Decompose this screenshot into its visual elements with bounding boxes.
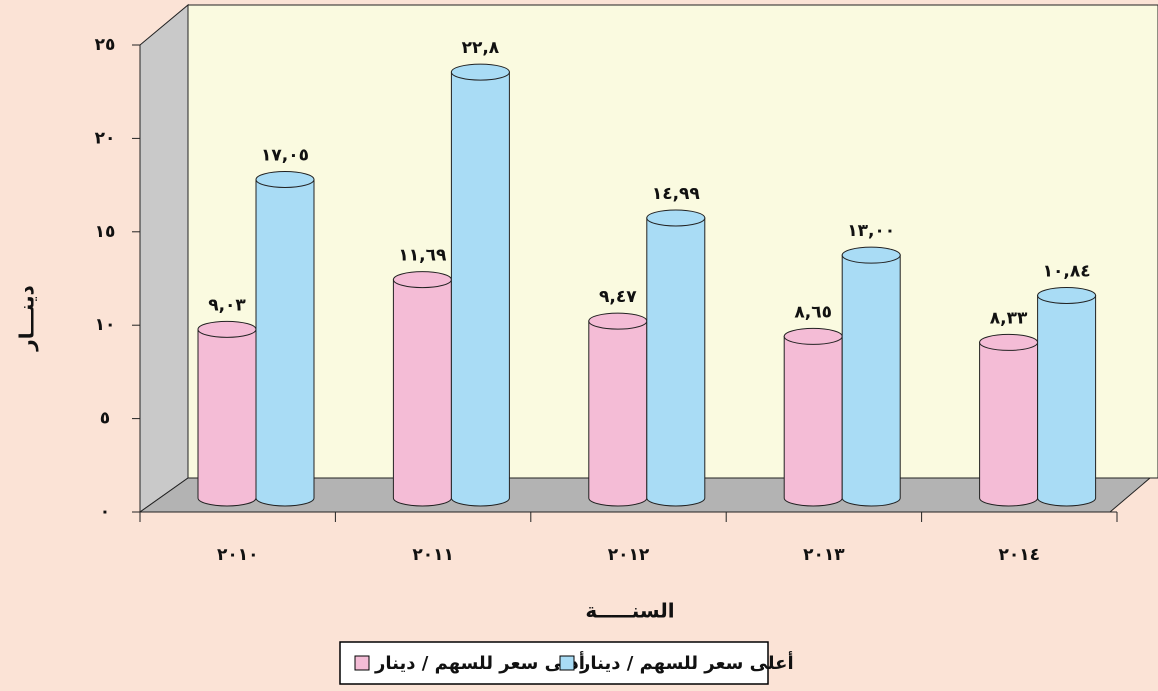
y-tick-label: ٥ [100,409,110,429]
x-tick-label: ٢٠١٣ [803,545,845,565]
legend-label: أدنى سعر للسهم / دينار [374,651,585,674]
bar [197,320,257,507]
value-label: ١٧,٠٥ [261,146,309,166]
x-tick-label: ٢٠١٤ [999,545,1041,565]
x-tick-label: ٢٠١١ [412,545,454,565]
legend-label: أعلى سعر للسهم / دينار [579,651,794,674]
bar-top [646,209,706,227]
y-tick-label: ١٠ [95,315,116,335]
value-label: ٨,٦٥ [794,302,832,322]
value-label: ١١,٦٩ [398,246,447,266]
bar-top [841,246,901,264]
bar [783,327,843,507]
bar [979,333,1039,507]
value-label: ١٤,٩٩ [652,184,701,204]
bar-body [588,320,648,507]
bar-body [646,217,706,507]
bar [450,63,510,507]
y-tick-label: ٢٥ [95,35,116,55]
bar-body [197,328,257,507]
bar-top [255,171,315,189]
bar-top [1037,287,1097,305]
bar-body [1037,295,1097,507]
value-label: ٢٢,٨ [462,38,500,58]
bar-top [588,312,648,330]
bar [1037,287,1097,507]
y-tick-label: ١٥ [95,222,116,242]
value-label: ١٣,٠٠ [847,221,895,241]
bar-body [255,179,315,507]
y-tick-label: ٢٠ [95,128,116,148]
x-tick-label: ٢٠١٢ [608,545,650,565]
bar-top [392,271,452,289]
bar [588,312,648,507]
bar-body [450,71,510,507]
bar-body [392,279,452,507]
value-label: ٩,٤٧ [599,287,637,307]
bar-body [979,341,1039,507]
bar-top [783,327,843,345]
bar-top [197,320,257,338]
legend-swatch [354,655,370,671]
bar [841,246,901,507]
y-tick-label: ٠ [100,502,110,522]
bar-top [450,63,510,81]
bar [255,171,315,507]
value-label: ٩,٠٣ [208,295,246,315]
value-label: ٨,٣٣ [990,308,1028,328]
bar-body [783,335,843,507]
side-wall [139,3,189,513]
legend-swatch [559,655,575,671]
value-label: ١٠,٨٤ [1043,262,1091,282]
bar [646,209,706,507]
y-axis-title: دينـــار [15,285,39,351]
bar [392,271,452,507]
bar-body [841,254,901,507]
x-tick-label: ٢٠١٠ [217,545,259,565]
legend [339,641,769,685]
x-axis-title: السنـــــة [585,599,674,623]
bar-top [979,333,1039,351]
